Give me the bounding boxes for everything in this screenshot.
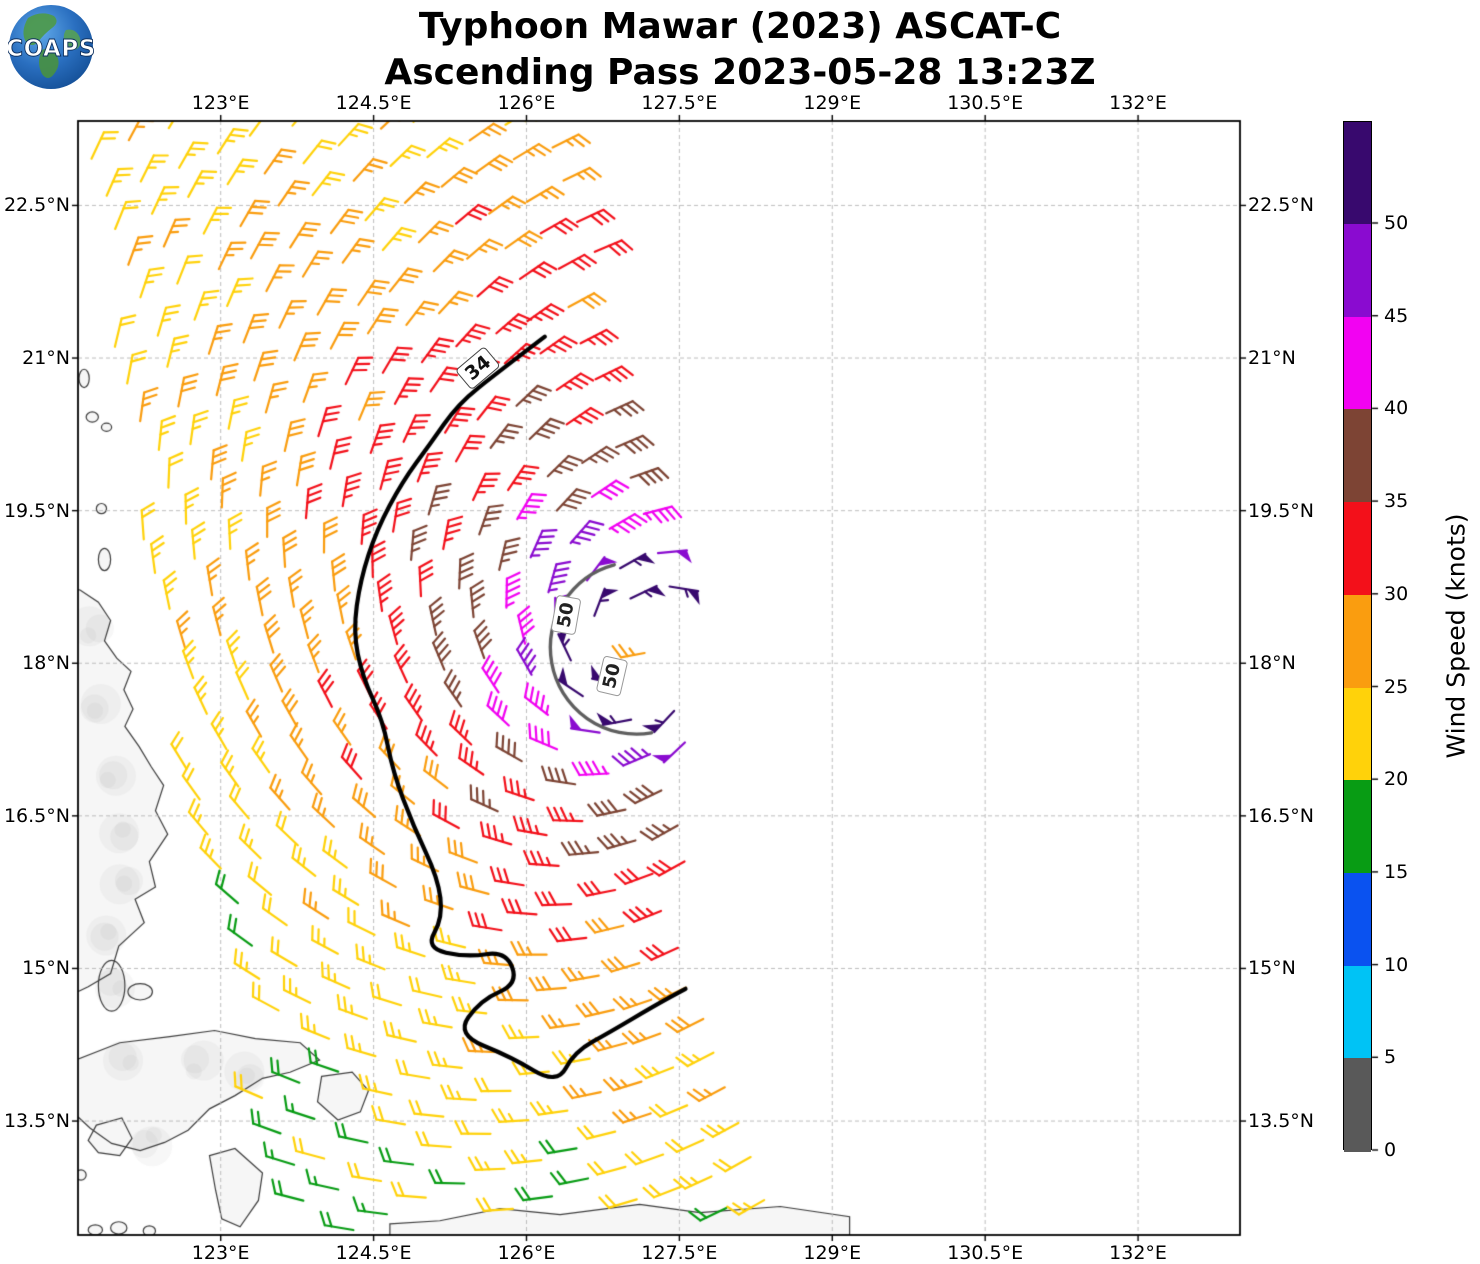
x-tick-label: 132°E	[1109, 92, 1167, 114]
globe-continent-shape	[63, 29, 81, 50]
colorbar-axis-label-wrap: Wind Speed (knots)	[1406, 0, 1471, 1264]
x-tick-label: 126°E	[497, 92, 556, 114]
colorbar-tick-label: 15	[1384, 860, 1409, 883]
title-line-1: Typhoon Mawar (2023) ASCAT-C	[418, 6, 1062, 47]
colorbar-tick-label: 20	[1384, 768, 1409, 791]
colorbar-segment	[1344, 224, 1371, 318]
y-tick-label: 16.5°N	[3, 804, 70, 827]
y-tick-label: 13.5°N	[1248, 1110, 1315, 1133]
y-tick-label: 21°N	[22, 347, 70, 370]
colorbar-tick-label: 35	[1384, 490, 1409, 513]
title-line-2: Ascending Pass 2023-05-28 13:23Z	[384, 52, 1096, 93]
x-tick-label: 123°E	[191, 92, 250, 114]
colorbar-tick-label: 50	[1384, 212, 1409, 234]
y-tick-label: 16.5°N	[1248, 804, 1315, 827]
x-tick-label: 127.5°E	[641, 1242, 718, 1264]
x-tick-label: 126°E	[497, 1242, 556, 1264]
colorbar-tick-label: 25	[1384, 675, 1409, 698]
x-tick-label: 132°E	[1109, 1242, 1167, 1264]
colorbar-segment	[1344, 872, 1371, 967]
colorbar	[1343, 121, 1372, 1152]
colorbar-segment	[1344, 316, 1371, 410]
x-tick-label: 130.5°E	[947, 92, 1024, 114]
coaps-logo: COAPS	[8, 5, 94, 89]
coaps-logo-text: COAPS	[8, 36, 94, 62]
x-tick-label: 130.5°E	[947, 1242, 1024, 1264]
y-tick-label: 18°N	[1248, 652, 1296, 675]
x-tick-label: 124.5°E	[335, 1242, 412, 1264]
x-tick-label: 127.5°E	[641, 92, 718, 114]
colorbar-tick-label: 30	[1384, 582, 1409, 605]
colorbar-segment	[1344, 409, 1371, 503]
colorbar-segment	[1344, 965, 1371, 1059]
figure-title: Typhoon Mawar (2023) ASCAT-C Ascending P…	[0, 4, 1480, 96]
colorbar-axis-label: Wind Speed (knots)	[1441, 513, 1471, 759]
x-tick-label: 123°E	[191, 1242, 250, 1264]
colorbar-segment	[1344, 594, 1371, 689]
colorbar-segment	[1344, 780, 1371, 874]
colorbar-tick-label: 40	[1384, 397, 1409, 420]
y-tick-label: 22.5°N	[3, 194, 70, 217]
y-tick-label: 21°N	[1248, 347, 1296, 370]
globe-continent-shape	[23, 13, 57, 45]
colorbar-tick-label: 5	[1384, 1046, 1397, 1069]
colorbar-segment	[1344, 122, 1371, 225]
y-tick-label: 15°N	[1248, 957, 1296, 980]
colorbar-tick-label: 10	[1384, 953, 1409, 976]
globe-continent-shape	[39, 48, 59, 78]
colorbar-segment	[1344, 1058, 1371, 1152]
x-tick-label: 124.5°E	[335, 92, 412, 114]
colorbar-tick-label: 0	[1384, 1139, 1397, 1161]
y-tick-label: 13.5°N	[3, 1110, 70, 1133]
y-tick-label: 18°N	[22, 652, 70, 675]
colorbar-segment	[1344, 687, 1371, 781]
colorbar-tick-label: 45	[1384, 304, 1409, 327]
y-tick-label: 19.5°N	[1248, 499, 1315, 522]
y-tick-label: 19.5°N	[3, 499, 70, 522]
y-tick-label: 22.5°N	[1248, 194, 1315, 217]
x-tick-label: 129°E	[803, 92, 862, 114]
colorbar-segment	[1344, 502, 1371, 596]
y-tick-label: 15°N	[22, 957, 70, 980]
x-tick-label: 129°E	[803, 1242, 862, 1264]
